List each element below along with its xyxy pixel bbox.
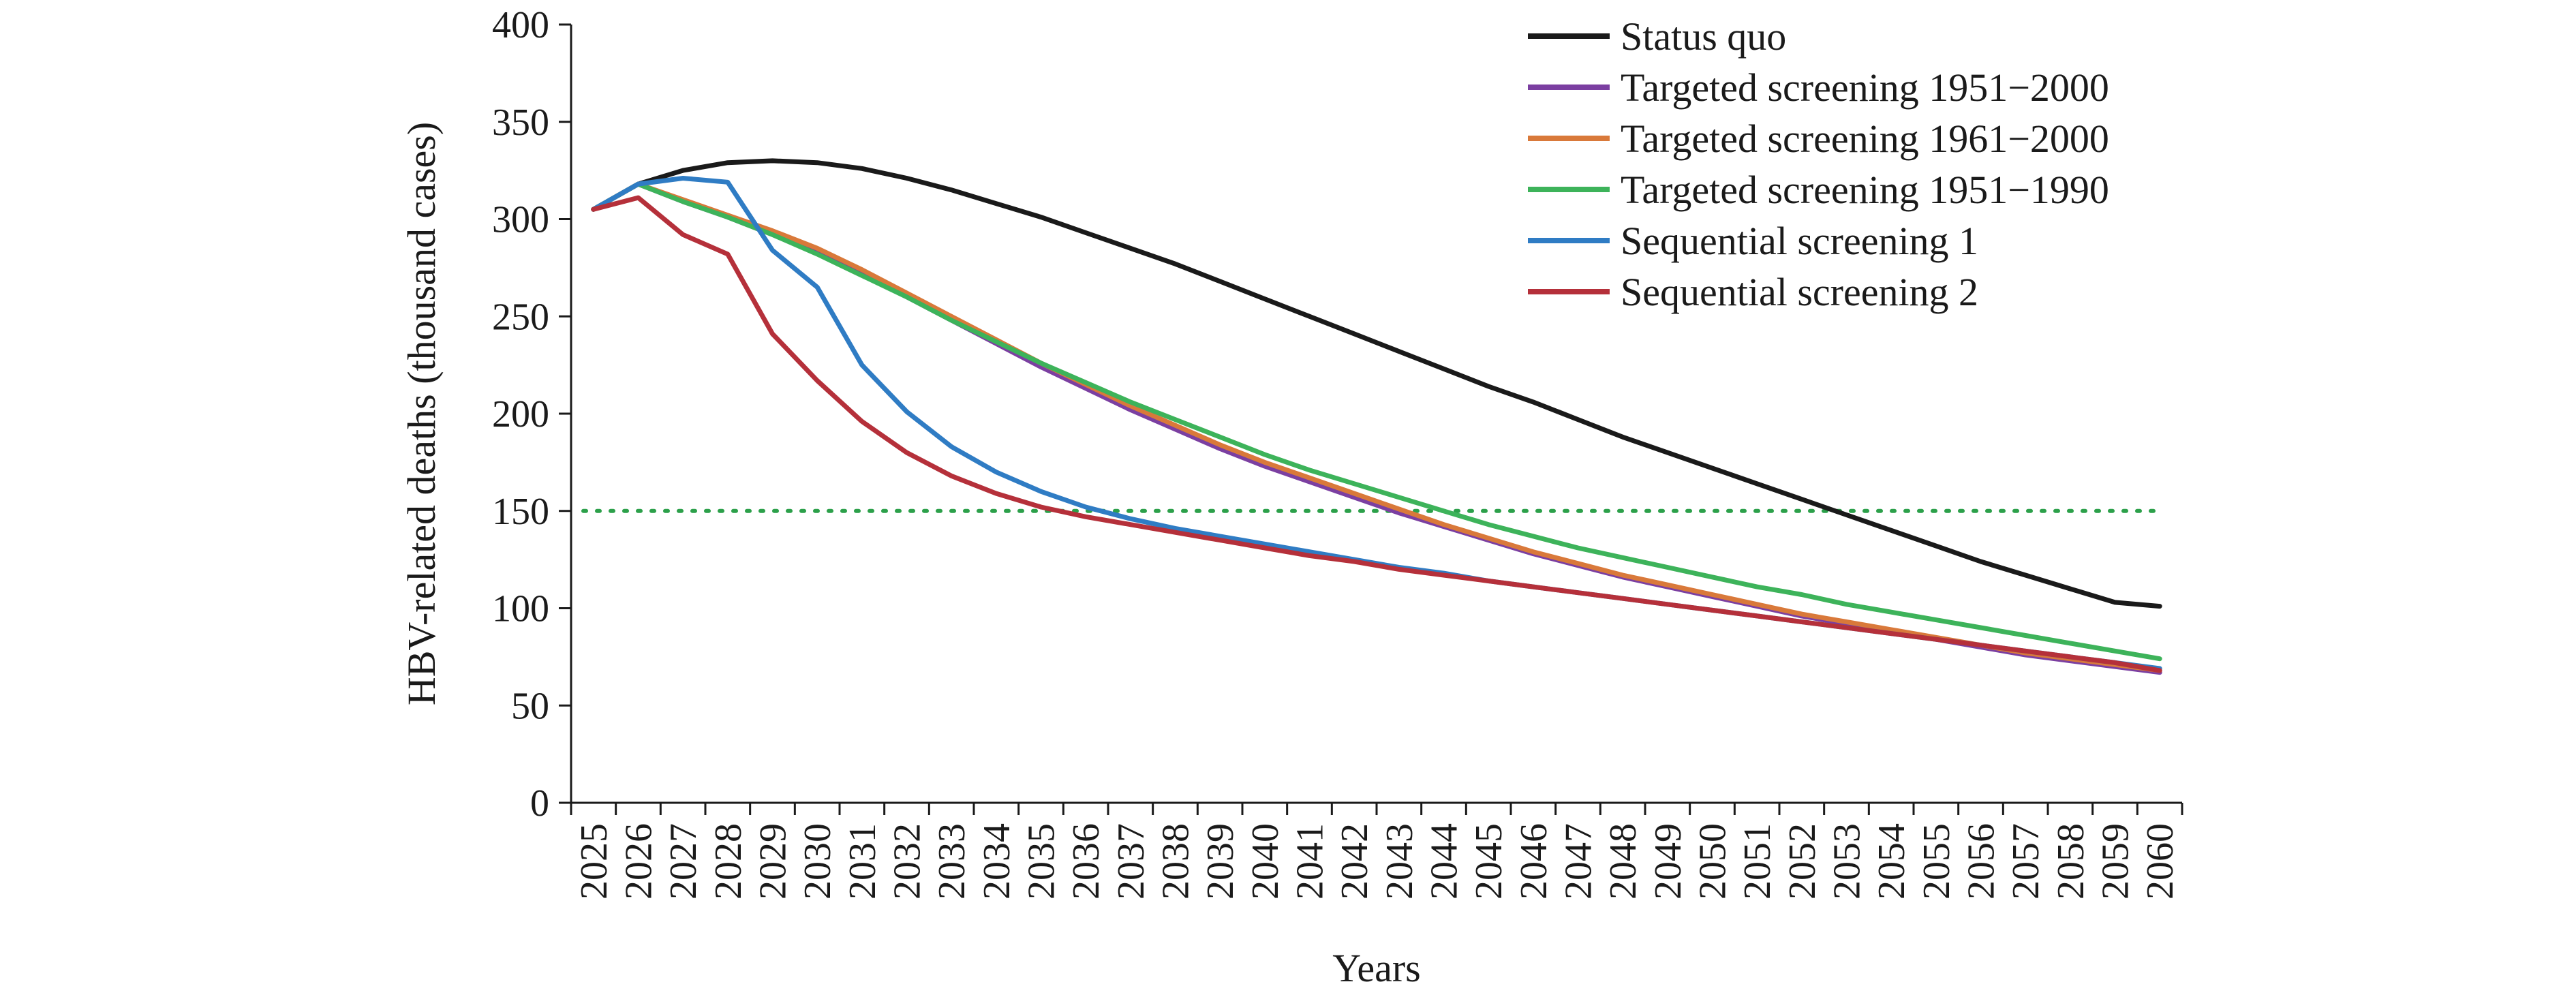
x-tick-label: 2055 bbox=[1916, 823, 1958, 900]
y-tick-label: 350 bbox=[492, 102, 549, 144]
series-line-3 bbox=[591, 181, 2162, 673]
x-tick-label: 2026 bbox=[618, 823, 660, 900]
x-tick-label: 2028 bbox=[707, 823, 750, 900]
x-tick-label: 2025 bbox=[573, 823, 615, 900]
x-tick-label: 2053 bbox=[1826, 823, 1869, 900]
legend-label: Status quo bbox=[1621, 14, 1786, 59]
x-tick-label: 2037 bbox=[1110, 823, 1152, 900]
y-tick-label: 150 bbox=[492, 491, 549, 533]
x-tick-label: 2046 bbox=[1513, 823, 1555, 900]
series-line-1 bbox=[591, 158, 2162, 609]
y-tick-label: 0 bbox=[530, 782, 549, 825]
series-line-4 bbox=[591, 181, 2162, 662]
x-tick-label: 2036 bbox=[1065, 823, 1107, 900]
x-tick-label: 2033 bbox=[931, 823, 973, 900]
x-tick-label: 2044 bbox=[1424, 823, 1466, 900]
x-tick-label: 2031 bbox=[842, 823, 884, 900]
x-tick-label: 2039 bbox=[1199, 823, 1242, 900]
legend-label: Targeted screening 1951−2000 bbox=[1621, 65, 2109, 110]
x-tick-label: 2042 bbox=[1334, 823, 1376, 900]
y-tick-label: 400 bbox=[492, 4, 549, 46]
y-tick-label: 250 bbox=[492, 296, 549, 338]
y-axis-title: HBV-related deaths (thousand cases) bbox=[399, 122, 444, 705]
x-tick-label: 2054 bbox=[1871, 823, 1913, 900]
legend-label: Sequential screening 1 bbox=[1621, 219, 1978, 263]
x-tick-label: 2057 bbox=[2005, 823, 2047, 900]
series-group bbox=[591, 158, 2162, 675]
x-tick-label: 2050 bbox=[1692, 823, 1734, 900]
legend-label: Targeted screening 1961−2000 bbox=[1621, 117, 2109, 161]
x-tick-label: 2038 bbox=[1155, 823, 1197, 900]
x-tick-label: 2045 bbox=[1468, 823, 1510, 900]
x-tick-label: 2034 bbox=[976, 823, 1018, 900]
x-tick-label: 2058 bbox=[2050, 823, 2092, 900]
x-tick-label: 2032 bbox=[887, 823, 929, 900]
y-tick-label: 300 bbox=[492, 199, 549, 241]
legend-label: Targeted screening 1951−1990 bbox=[1621, 168, 2109, 212]
x-tick-label: 2040 bbox=[1244, 823, 1287, 900]
x-tick-label: 2048 bbox=[1602, 823, 1644, 900]
x-tick-label: 2035 bbox=[1021, 823, 1063, 900]
x-tick-label: 2051 bbox=[1736, 823, 1779, 900]
x-tick-label: 2043 bbox=[1379, 823, 1421, 900]
x-axis-title: Years bbox=[1332, 946, 1420, 990]
x-tick-label: 2052 bbox=[1781, 823, 1824, 900]
x-tick-label: 2060 bbox=[2139, 823, 2181, 900]
x-tick-label: 2041 bbox=[1289, 823, 1332, 900]
x-tick-label: 2047 bbox=[1558, 823, 1600, 900]
tick-labels: 0 50 100 150 200 250 300 350 400 2025 2026 2027 2028… bbox=[492, 4, 2181, 900]
x-tick-label: 2027 bbox=[662, 823, 705, 900]
y-tick-label: 100 bbox=[492, 588, 549, 630]
y-tick-label: 50 bbox=[511, 685, 549, 727]
axes bbox=[559, 23, 2183, 815]
x-tick-label: 2059 bbox=[2095, 823, 2137, 900]
legend: Status quo Targeted screening 1951−2000 Ta… bbox=[1528, 14, 2109, 314]
x-tick-label: 2056 bbox=[1961, 823, 2003, 900]
y-tick-label: 200 bbox=[492, 393, 549, 435]
x-tick-label: 2029 bbox=[752, 823, 795, 900]
x-tick-label: 2049 bbox=[1647, 823, 1689, 900]
x-tick-label: 2030 bbox=[797, 823, 839, 900]
series-line-6 bbox=[591, 195, 2162, 673]
legend-label: Sequential screening 2 bbox=[1621, 270, 1978, 314]
